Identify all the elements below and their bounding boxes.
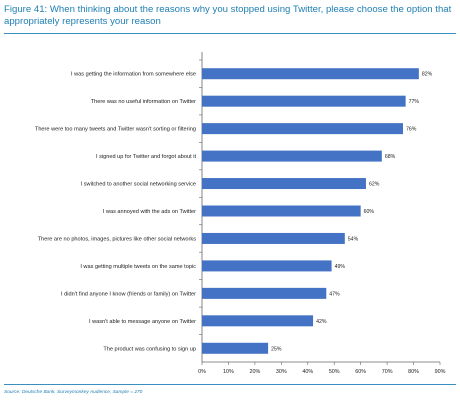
category-label: I wasn't able to message anyone on Twitt… — [89, 319, 196, 325]
chart-title: Figure 41: When thinking about the reaso… — [4, 4, 452, 27]
bar — [202, 123, 403, 135]
data-label: 77% — [409, 99, 420, 105]
bar — [202, 178, 366, 190]
data-label: 25% — [271, 346, 282, 352]
bar — [202, 342, 269, 354]
bar — [202, 287, 327, 299]
x-tick-label: 20% — [249, 369, 260, 375]
category-label: The product was confusing to sign up — [103, 346, 196, 352]
x-tick-label: 60% — [355, 369, 366, 375]
category-label: There are no photos, images, pictures li… — [38, 236, 196, 242]
title-divider — [4, 33, 456, 34]
x-tick-label: 10% — [223, 369, 234, 375]
data-label: 60% — [364, 209, 375, 215]
category-label: There were too many tweets and Twitter w… — [35, 127, 196, 133]
category-label: There was no useful information on Twitt… — [91, 99, 196, 105]
source-note: Source: Deutsche Bank, Surveymonkey Audi… — [4, 390, 143, 395]
data-label: 68% — [385, 154, 396, 160]
data-label: 49% — [335, 264, 346, 270]
x-tick-label: 50% — [329, 369, 340, 375]
bar — [202, 150, 382, 162]
bar — [202, 205, 361, 217]
category-label: I signed up for Twitter and forgot about… — [96, 154, 196, 160]
bar — [202, 260, 332, 272]
category-label: I was annoyed with the ads on Twitter — [103, 209, 196, 215]
category-label: I was getting multiple tweets on the sam… — [80, 264, 196, 270]
data-label: 54% — [348, 236, 359, 242]
bar — [202, 68, 419, 80]
x-tick-label: 80% — [408, 369, 419, 375]
category-label: I was getting the information from somew… — [71, 72, 196, 78]
bar — [202, 232, 345, 244]
data-label: 76% — [406, 127, 417, 133]
x-tick-label: 90% — [435, 369, 446, 375]
x-tick-label: 40% — [302, 369, 313, 375]
data-label: 47% — [329, 291, 340, 297]
x-tick-label: 0% — [198, 369, 206, 375]
x-tick-label: 30% — [276, 369, 287, 375]
footer-divider — [4, 384, 456, 385]
data-label: 42% — [316, 319, 327, 325]
bar — [202, 315, 314, 327]
bar — [202, 95, 406, 107]
data-label: 62% — [369, 182, 380, 188]
data-label: 82% — [422, 72, 433, 78]
category-label: I switched to another social networking … — [81, 182, 196, 188]
x-tick-label: 70% — [382, 369, 393, 375]
category-label: I didn't find anyone I know (friends or … — [61, 291, 196, 297]
